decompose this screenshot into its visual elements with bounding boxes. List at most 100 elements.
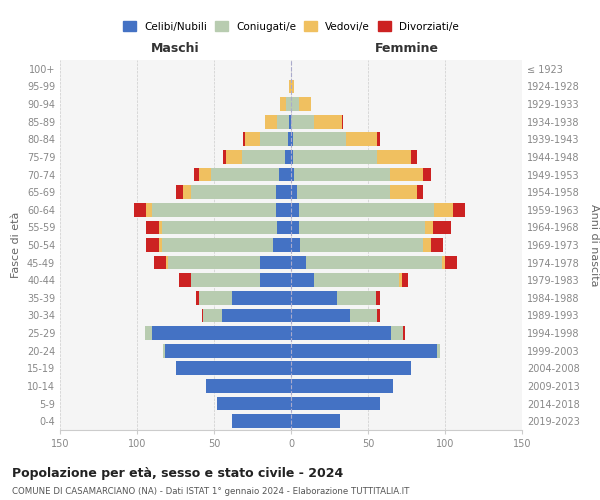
Y-axis label: Anni di nascita: Anni di nascita [589,204,599,286]
Bar [242,150,285,164]
Bar [291,414,340,428]
Bar [453,203,465,216]
Bar [161,238,272,252]
Bar [425,220,433,234]
Bar [199,291,232,304]
Bar [145,326,152,340]
Bar [314,115,342,128]
Bar [134,203,146,216]
Bar [293,150,377,164]
Bar [297,186,389,199]
Bar [277,115,289,128]
Bar [389,186,417,199]
Bar [424,168,431,181]
Text: Femmine: Femmine [374,42,439,54]
Bar [377,132,380,146]
Bar [294,168,389,181]
Bar [289,80,291,94]
Bar [350,308,377,322]
Bar [289,115,291,128]
Bar [232,291,291,304]
Bar [206,379,291,393]
Bar [307,256,442,270]
Bar [202,308,203,322]
Bar [337,291,376,304]
Bar [314,274,399,287]
Bar [299,220,425,234]
Bar [275,186,291,199]
Bar [232,414,291,428]
Bar [291,168,294,181]
Bar [260,256,291,270]
Bar [291,186,297,199]
Bar [146,238,158,252]
Bar [291,220,299,234]
Bar [299,203,434,216]
Bar [183,186,191,199]
Text: Popolazione per età, sesso e stato civile - 2024: Popolazione per età, sesso e stato civil… [12,468,343,480]
Bar [346,132,377,146]
Bar [168,256,260,270]
Text: Maschi: Maschi [151,42,200,54]
Bar [286,97,291,111]
Bar [291,362,411,375]
Bar [265,115,277,128]
Bar [300,238,424,252]
Bar [445,256,457,270]
Bar [223,150,226,164]
Bar [285,150,291,164]
Bar [291,132,293,146]
Bar [291,150,293,164]
Y-axis label: Fasce di età: Fasce di età [11,212,21,278]
Bar [277,220,291,234]
Bar [293,132,346,146]
Bar [291,308,350,322]
Bar [179,274,191,287]
Bar [291,274,314,287]
Bar [146,203,152,216]
Bar [291,203,299,216]
Bar [199,168,211,181]
Bar [291,291,337,304]
Bar [434,203,453,216]
Bar [291,326,391,340]
Bar [291,256,307,270]
Bar [191,274,260,287]
Bar [403,326,405,340]
Bar [243,132,245,146]
Bar [376,291,380,304]
Bar [152,326,291,340]
Bar [278,168,291,181]
Bar [280,97,286,111]
Bar [288,132,291,146]
Bar [291,344,437,358]
Bar [291,238,300,252]
Bar [163,344,165,358]
Bar [342,115,343,128]
Bar [154,256,166,270]
Bar [437,344,440,358]
Bar [260,274,291,287]
Bar [146,220,158,234]
Bar [402,274,408,287]
Bar [291,115,314,128]
Bar [417,186,424,199]
Bar [176,186,183,199]
Bar [211,168,278,181]
Bar [158,238,161,252]
Bar [203,308,222,322]
Bar [158,220,161,234]
Bar [217,396,291,410]
Bar [291,97,299,111]
Bar [176,362,291,375]
Bar [377,150,411,164]
Bar [291,379,392,393]
Bar [196,291,199,304]
Bar [389,168,424,181]
Legend: Celibi/Nubili, Coniugati/e, Vedovi/e, Divorziati/e: Celibi/Nubili, Coniugati/e, Vedovi/e, Di… [119,17,463,36]
Bar [152,203,275,216]
Bar [166,256,168,270]
Bar [299,97,311,111]
Bar [391,326,403,340]
Bar [275,203,291,216]
